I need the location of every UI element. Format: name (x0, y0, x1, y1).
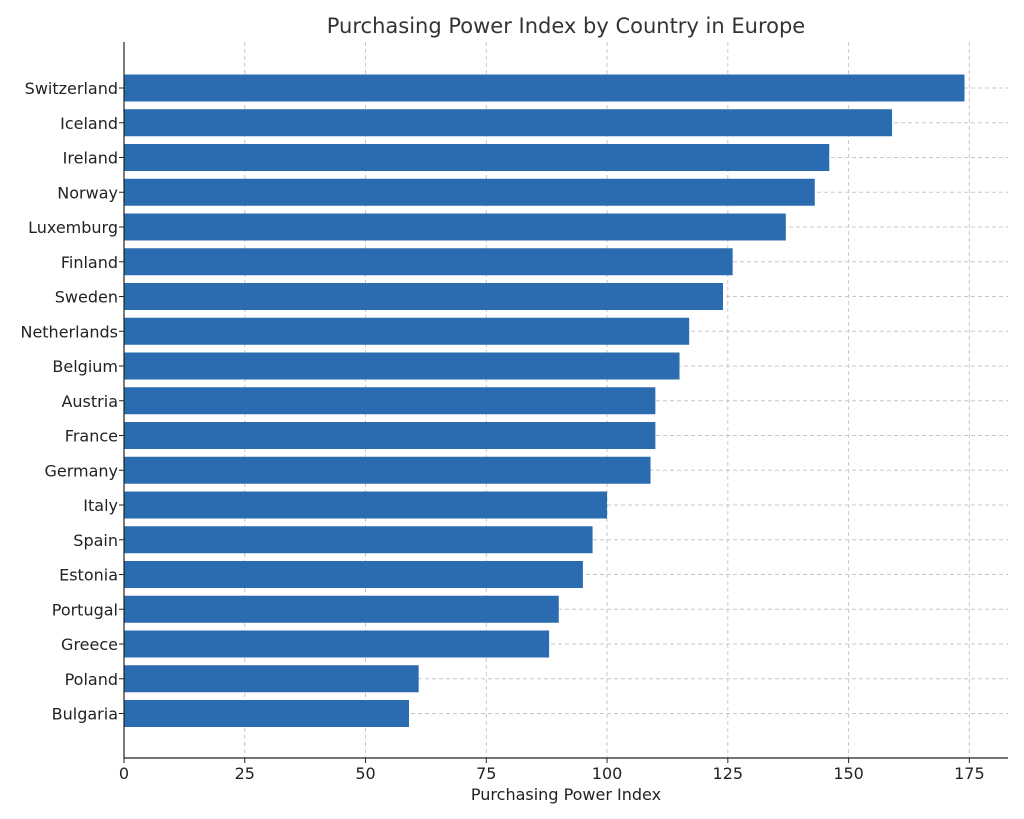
bar-bulgaria (124, 700, 410, 727)
y-tick-label: Sweden (55, 288, 118, 307)
y-tick-label: Italy (83, 496, 118, 515)
bar-poland (124, 665, 419, 693)
y-tick-label: Luxemburg (28, 218, 118, 237)
x-tick-label: 75 (476, 764, 496, 783)
bar-switzerland (124, 74, 965, 102)
bar-italy (124, 491, 608, 519)
y-tick-label: Norway (57, 183, 118, 202)
x-axis-ticks: 0 25 50 75 100 125 150 175 (119, 758, 985, 783)
bar-spain (124, 526, 593, 554)
x-tick-label: 100 (592, 764, 623, 783)
y-tick-label: Estonia (59, 566, 118, 585)
bar-belgium (124, 352, 680, 380)
bar-portugal (124, 595, 559, 623)
y-tick-label: Greece (61, 635, 118, 654)
y-tick-label: Netherlands (20, 322, 118, 341)
x-tick-label: 0 (119, 764, 129, 783)
y-tick-label: Spain (73, 531, 118, 550)
y-tick-label: Austria (61, 392, 118, 411)
y-tick-label: Iceland (60, 114, 118, 133)
y-tick-label: Finland (61, 253, 118, 272)
y-tick-label: Switzerland (25, 79, 118, 98)
x-axis-label: Purchasing Power Index (471, 785, 661, 804)
y-tick-label: Germany (44, 461, 118, 480)
bar-austria (124, 387, 656, 415)
x-tick-label: 50 (355, 764, 375, 783)
bar-norway (124, 178, 815, 206)
x-tick-label: 150 (833, 764, 864, 783)
y-tick-label: Bulgaria (52, 705, 118, 724)
bars (124, 74, 965, 727)
bar-netherlands (124, 317, 690, 345)
bar-estonia (124, 561, 583, 588)
bar-iceland (124, 109, 893, 137)
bar-germany (124, 456, 651, 484)
x-tick-label: 25 (235, 764, 255, 783)
y-axis-tick-labels: Switzerland Iceland Ireland Norway Luxemburg… (20, 79, 124, 724)
y-tick-label: Belgium (52, 357, 118, 376)
bar-greece (124, 630, 550, 658)
bar-france (124, 422, 656, 449)
chart-title: Purchasing Power Index by Country in Eur… (327, 14, 805, 38)
bar-luxemburg (124, 213, 786, 241)
bar-ireland (124, 144, 830, 171)
y-tick-label: Poland (65, 670, 118, 689)
y-tick-label: France (65, 427, 118, 446)
bar-finland (124, 248, 733, 276)
x-tick-label: 175 (954, 764, 985, 783)
bar-sweden (124, 283, 723, 310)
x-tick-label: 125 (713, 764, 744, 783)
y-tick-label: Ireland (63, 149, 118, 168)
y-tick-label: Portugal (52, 600, 118, 619)
